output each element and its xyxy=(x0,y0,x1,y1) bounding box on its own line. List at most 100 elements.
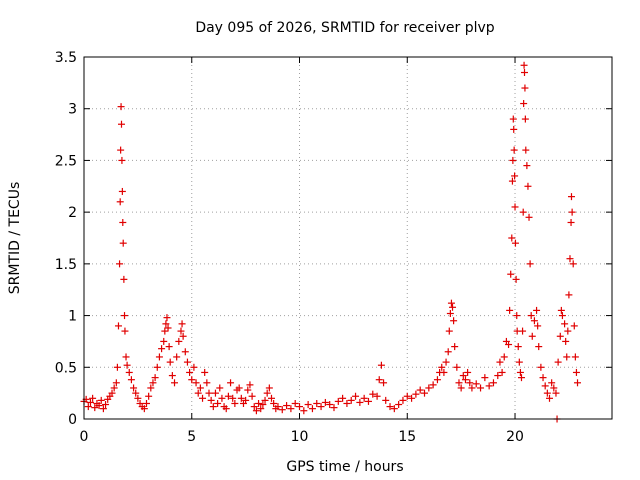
data-point xyxy=(171,379,179,387)
data-point xyxy=(164,324,172,332)
data-point xyxy=(500,353,508,361)
data-point xyxy=(227,379,235,387)
data-point xyxy=(535,343,543,351)
data-point xyxy=(511,239,519,247)
data-point xyxy=(464,368,472,376)
data-point xyxy=(330,404,338,412)
data-point xyxy=(356,398,364,406)
data-point xyxy=(188,376,196,384)
data-point xyxy=(218,394,226,402)
data-point xyxy=(181,348,189,356)
data-point xyxy=(192,379,200,387)
data-point xyxy=(242,396,250,404)
data-point xyxy=(408,394,416,402)
data-point xyxy=(317,403,325,411)
data-point xyxy=(403,392,411,400)
data-point xyxy=(554,358,562,366)
data-point xyxy=(102,401,110,409)
y-tick-label: 0.5 xyxy=(55,360,77,376)
data-point xyxy=(511,203,519,211)
data-point xyxy=(209,403,217,411)
data-point xyxy=(326,401,334,409)
data-point xyxy=(537,363,545,371)
data-point xyxy=(508,234,516,242)
data-point xyxy=(267,394,275,402)
x-tick-label: 5 xyxy=(187,429,196,445)
data-point xyxy=(515,358,523,366)
data-point xyxy=(173,353,181,361)
data-point xyxy=(116,198,124,206)
data-point xyxy=(526,260,534,268)
data-point xyxy=(352,392,360,400)
data-point xyxy=(558,312,566,320)
data-point xyxy=(433,376,441,384)
data-point xyxy=(442,358,450,366)
x-tick-label: 15 xyxy=(398,429,416,445)
data-point xyxy=(364,397,372,405)
data-point xyxy=(339,394,347,402)
data-point xyxy=(205,389,213,397)
data-point xyxy=(117,146,125,154)
data-point xyxy=(274,403,282,411)
y-tick-label: 1.5 xyxy=(55,257,77,273)
data-point xyxy=(132,389,140,397)
data-point xyxy=(375,376,383,384)
data-point xyxy=(313,399,321,407)
data-point xyxy=(472,380,480,388)
data-point xyxy=(563,353,571,361)
data-point xyxy=(244,386,252,394)
data-point xyxy=(168,372,176,380)
data-point xyxy=(190,363,198,371)
data-point xyxy=(521,84,529,92)
data-point xyxy=(343,399,351,407)
data-point xyxy=(506,306,514,314)
data-point xyxy=(373,392,381,400)
data-point xyxy=(117,103,125,111)
data-point xyxy=(561,320,569,328)
data-point xyxy=(122,353,130,361)
data-point xyxy=(519,208,527,216)
data-point xyxy=(399,396,407,404)
data-point xyxy=(250,403,258,411)
data-point xyxy=(421,389,429,397)
data-point xyxy=(466,379,474,387)
data-point xyxy=(97,396,105,404)
data-point xyxy=(163,314,171,322)
data-point xyxy=(520,61,528,69)
data-point xyxy=(127,376,135,384)
data-point xyxy=(570,322,578,330)
data-point xyxy=(231,399,239,407)
x-axis-label: GPS time / hours xyxy=(286,459,403,475)
data-point xyxy=(248,392,256,400)
data-point xyxy=(99,405,107,413)
data-point xyxy=(574,379,582,387)
data-point xyxy=(416,386,424,394)
data-point xyxy=(259,401,267,409)
data-point xyxy=(522,146,530,154)
data-point xyxy=(149,379,157,387)
data-point xyxy=(514,343,522,351)
data-point xyxy=(449,303,457,311)
data-point xyxy=(257,405,265,413)
data-point xyxy=(308,405,316,413)
data-point xyxy=(513,312,521,320)
y-axis-label: SRMTID / TECUs xyxy=(7,182,23,295)
data-point xyxy=(533,306,541,314)
data-point xyxy=(453,363,461,371)
data-point xyxy=(543,389,551,397)
data-point xyxy=(252,407,260,415)
data-point xyxy=(438,363,446,371)
data-point xyxy=(556,332,564,340)
data-point xyxy=(130,384,138,392)
data-point xyxy=(160,337,168,345)
data-point xyxy=(517,374,525,382)
data-point xyxy=(211,389,219,397)
data-point xyxy=(110,384,118,392)
data-point xyxy=(562,337,570,345)
x-tick-label: 0 xyxy=(80,429,89,445)
data-point xyxy=(347,396,355,404)
data-point xyxy=(512,275,520,283)
data-point xyxy=(528,332,536,340)
data-point xyxy=(321,398,329,406)
data-point xyxy=(510,125,518,133)
